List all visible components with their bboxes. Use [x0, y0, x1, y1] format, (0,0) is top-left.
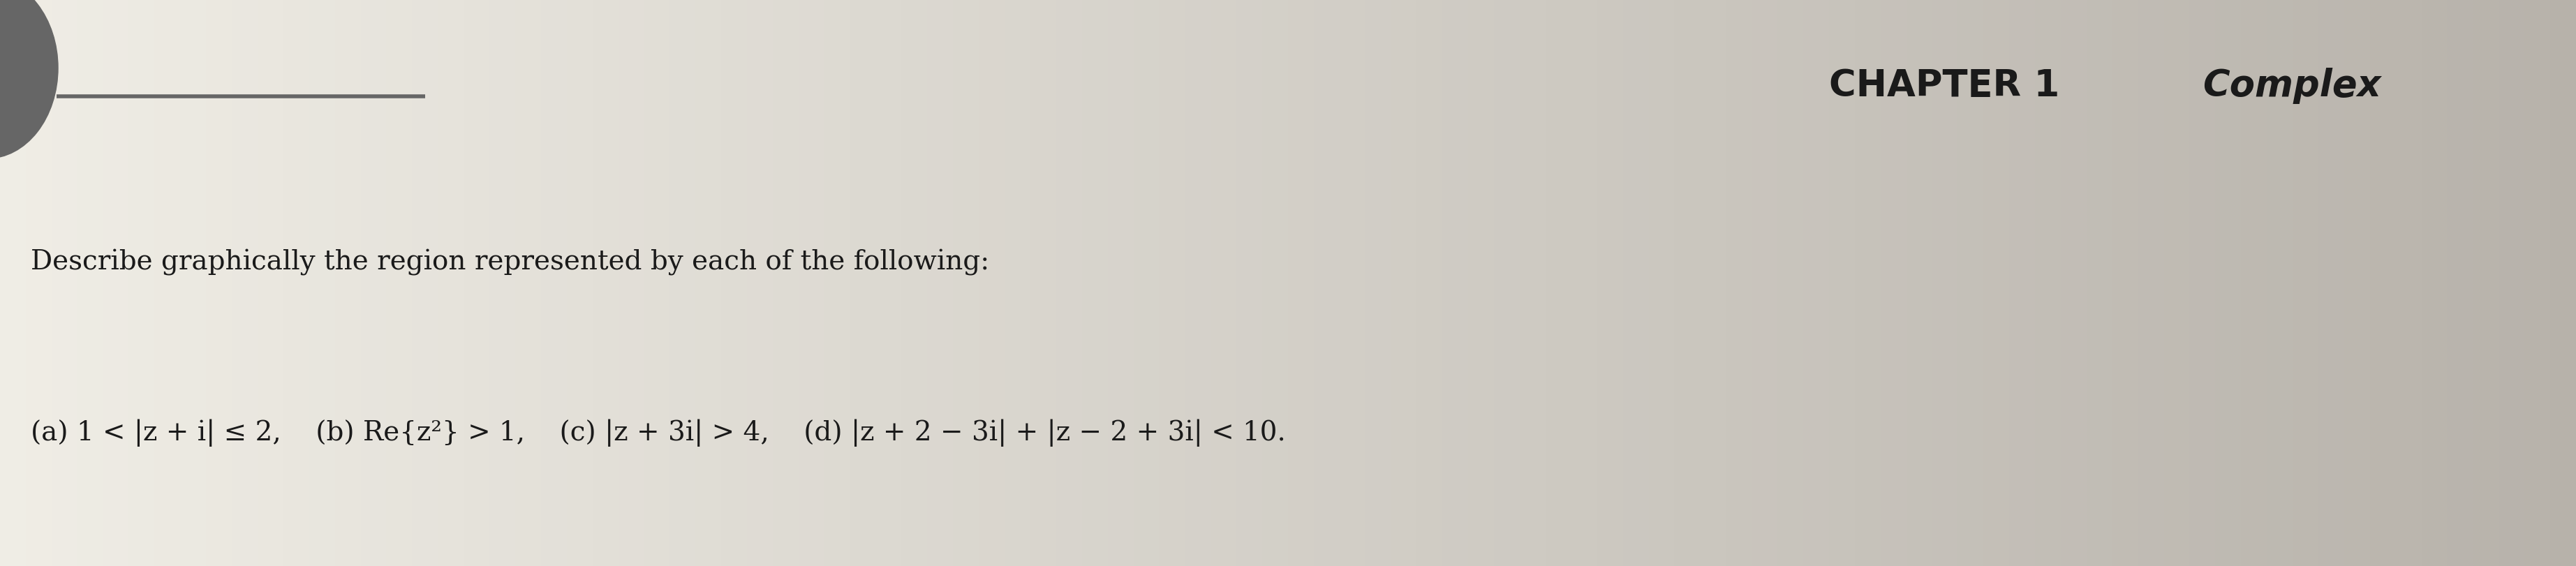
Ellipse shape	[0, 0, 57, 158]
Text: Describe graphically the region represented by each of the following:: Describe graphically the region represen…	[31, 249, 989, 276]
Text: Complex: Complex	[2202, 68, 2380, 104]
Text: (a) 1 < |z + i| ≤ 2,    (b) Re{z²} > 1,    (c) |z + 3i| > 4,    (d) |z + 2 − 3i|: (a) 1 < |z + i| ≤ 2, (b) Re{z²} > 1, (c)…	[31, 419, 1285, 447]
Text: CHAPTER 1: CHAPTER 1	[1829, 68, 2058, 104]
